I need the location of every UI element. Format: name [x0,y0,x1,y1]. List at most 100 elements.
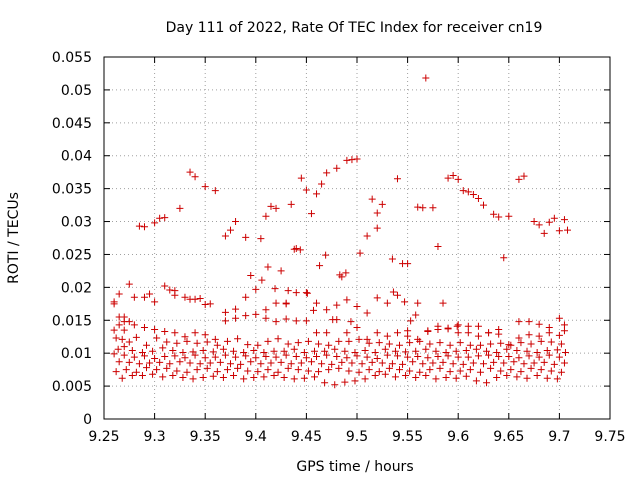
data-point [315,340,323,348]
data-point [444,325,452,333]
data-point [183,368,191,376]
data-point [230,347,238,355]
data-point [523,347,531,355]
data-point [407,317,415,325]
data-point [373,294,381,302]
data-point [452,347,460,355]
data-point [545,329,553,337]
data-point [287,360,295,368]
data-point [196,360,204,368]
data-point [464,329,472,337]
data-point [363,309,371,317]
data-point [267,202,275,210]
data-point [388,255,396,263]
data-point [550,360,558,368]
data-point [318,180,326,188]
data-point [416,337,424,345]
data-point [525,331,533,339]
data-point [227,226,234,234]
data-point [464,353,472,361]
data-point [292,289,300,297]
data-point [503,372,511,380]
data-point [112,334,120,342]
data-point [211,353,219,361]
data-point [201,354,209,362]
y-axis-label: ROTI / TECUs [6,192,22,284]
data-point [474,195,482,203]
data-point [378,359,386,367]
data-point [537,366,545,374]
data-point [449,360,457,368]
data-point [219,374,227,382]
data-point [209,372,217,380]
data-point [277,267,285,275]
data-point [234,364,242,372]
data-point [487,364,495,372]
data-point [553,375,561,383]
data-point [240,375,248,383]
data-point [480,201,487,209]
x-tick-label: 9.65 [493,429,524,445]
x-tick-label: 9.55 [392,429,423,445]
data-point [110,300,118,308]
data-point [264,263,272,271]
data-point [296,246,304,254]
data-point [401,298,409,306]
data-point [487,340,495,348]
data-point [196,295,204,303]
data-point [262,212,270,220]
data-point [404,260,412,268]
data-point [166,360,174,368]
y-tick-label: 0.005 [52,379,92,395]
data-point [560,359,568,367]
data-point [153,334,161,342]
data-point [371,349,379,357]
data-point [309,306,317,314]
data-point [171,287,179,295]
data-point [323,329,331,337]
data-point [232,353,240,361]
data-point [453,322,461,330]
data-point [406,339,414,347]
data-point [156,358,164,366]
data-point [143,364,151,372]
data-point [252,285,260,293]
data-point [277,358,285,366]
data-point [429,204,437,212]
data-point [365,339,373,347]
data-point [351,377,359,385]
data-point [179,374,187,382]
data-point [540,358,548,366]
data-point [452,374,460,382]
data-point [169,372,177,380]
data-point [310,373,318,381]
data-point [118,335,126,343]
data-point [459,187,467,195]
data-point [128,347,136,355]
data-point [422,345,430,353]
data-point [250,374,258,382]
data-point [171,352,179,360]
data-point [469,359,477,367]
data-point [161,352,169,360]
data-point [333,301,341,309]
y-tick-label: 0.045 [52,116,92,132]
data-point [459,360,467,368]
data-point [264,337,272,345]
data-point [500,359,508,367]
data-point [358,360,366,368]
data-point [138,372,146,380]
data-point [503,345,511,353]
data-point [125,338,133,346]
data-point [422,372,430,380]
data-point [260,349,268,357]
data-point [257,235,265,243]
data-point [211,335,219,343]
data-point [151,325,159,333]
data-point [323,169,331,177]
data-point [232,314,240,322]
data-point [247,272,255,280]
data-point [206,359,214,367]
data-point [323,306,331,314]
data-point [378,200,386,208]
